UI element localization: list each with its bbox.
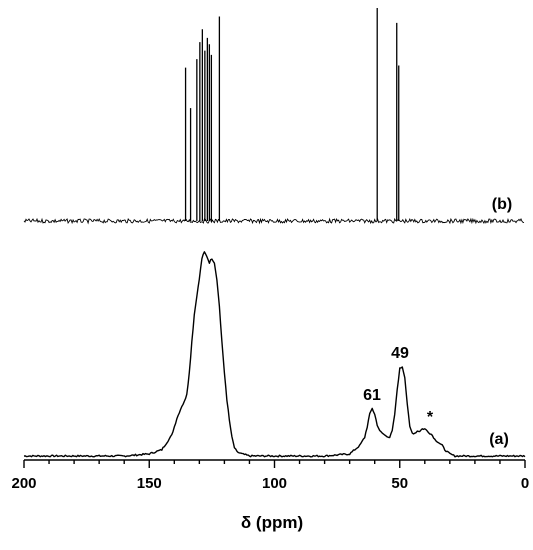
x-tick-label-150: 150 xyxy=(137,475,162,492)
x-tick-label-200: 200 xyxy=(11,475,36,492)
x-axis-title: δ (ppm) xyxy=(241,513,303,532)
series-label-b: (b) xyxy=(492,196,512,213)
series-label-a: (a) xyxy=(489,431,509,448)
peak-label-61: 61 xyxy=(363,387,381,404)
peak-label-49: 49 xyxy=(391,345,409,362)
series-a-line xyxy=(23,251,526,458)
x-axis-ticks: 200 150 100 50 0 xyxy=(11,460,529,492)
x-tick-label-50: 50 xyxy=(391,475,408,492)
x-tick-label-0: 0 xyxy=(521,475,529,492)
series-b-baseline xyxy=(23,217,525,225)
x-tick-label-100: 100 xyxy=(262,475,287,492)
plot-area xyxy=(23,8,526,461)
asterisk-marker: * xyxy=(427,409,434,426)
